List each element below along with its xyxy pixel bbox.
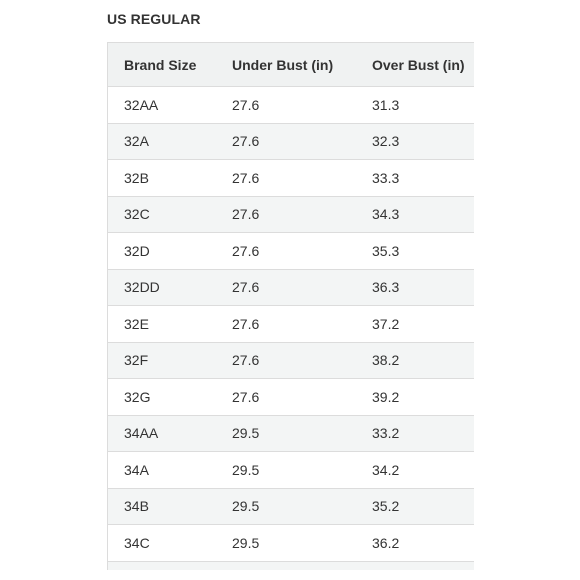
cell-over-bust: 34.3: [372, 206, 400, 223]
cell-under-bust: 29.5: [232, 461, 260, 478]
table-row: 34A 29.5 34.2: [108, 452, 474, 489]
cell-under-bust: 29.5: [232, 534, 260, 551]
size-chart-table: Brand Size Under Bust (in) Over Bust (in…: [107, 42, 474, 570]
header-brand-size: Brand Size: [124, 56, 197, 73]
table-row: 34C 29.5 36.2: [108, 525, 474, 562]
table-row: 32B 27.6 33.3: [108, 160, 474, 197]
cell-brand-size: 34A: [124, 461, 149, 478]
cell-under-bust: 27.6: [232, 242, 260, 259]
cell-over-bust: 35.3: [372, 242, 400, 259]
cell-over-bust: 33.2: [372, 425, 400, 442]
cell-under-bust: 29.5: [232, 425, 260, 442]
cell-brand-size: 32E: [124, 315, 149, 332]
table-row: 32AA 27.6 31.3: [108, 87, 474, 124]
cell-brand-size: 32D: [124, 242, 150, 259]
table-row: 32C 27.6 34.3: [108, 196, 474, 233]
cell-brand-size: 32A: [124, 133, 149, 150]
cell-brand-size: 34C: [124, 534, 150, 551]
cell-brand-size: 32G: [124, 388, 151, 405]
cell-brand-size: 32DD: [124, 279, 160, 296]
table-row: 32F 27.6 38.2: [108, 342, 474, 379]
table-row: 34AA 29.5 33.2: [108, 415, 474, 452]
cell-brand-size: 32C: [124, 206, 150, 223]
cell-over-bust: 33.3: [372, 169, 400, 186]
cell-under-bust: 27.6: [232, 169, 260, 186]
table-header-row: Brand Size Under Bust (in) Over Bust (in…: [108, 43, 474, 87]
header-over-bust: Over Bust (in): [372, 56, 465, 73]
cell-brand-size: 32AA: [124, 96, 159, 113]
table-row: 32A 27.6 32.3: [108, 123, 474, 160]
cell-under-bust: 27.6: [232, 206, 260, 223]
cell-over-bust: 35.2: [372, 498, 400, 515]
table-row: 34B 29.5 35.2: [108, 488, 474, 525]
table-row: 32DD 27.6 36.3: [108, 269, 474, 306]
table-title: US REGULAR: [107, 11, 201, 27]
cell-over-bust: 39.2: [372, 388, 400, 405]
cell-brand-size: 34B: [124, 498, 149, 515]
cell-over-bust: 32.3: [372, 133, 400, 150]
cell-over-bust: 31.3: [372, 96, 400, 113]
cell-over-bust: 36.3: [372, 279, 400, 296]
cell-over-bust: 34.2: [372, 461, 400, 478]
table-row: 32D 27.6 35.3: [108, 233, 474, 270]
cell-brand-size: 32B: [124, 169, 149, 186]
cell-under-bust: 27.6: [232, 96, 260, 113]
cell-under-bust: 27.6: [232, 388, 260, 405]
cell-brand-size: 32F: [124, 352, 149, 369]
cell-over-bust: 38.2: [372, 352, 400, 369]
cell-under-bust: 27.6: [232, 279, 260, 296]
cell-over-bust: 36.2: [372, 534, 400, 551]
cell-brand-size: 34AA: [124, 425, 159, 442]
cell-under-bust: 27.6: [232, 133, 260, 150]
cell-under-bust: 27.6: [232, 315, 260, 332]
table-row: 32E 27.6 37.2: [108, 306, 474, 343]
table-row-partial: [108, 561, 474, 570]
cell-under-bust: 29.5: [232, 498, 260, 515]
table-row: 32G 27.6 39.2: [108, 379, 474, 416]
cell-under-bust: 27.6: [232, 352, 260, 369]
cell-over-bust: 37.2: [372, 315, 400, 332]
header-under-bust: Under Bust (in): [232, 56, 334, 73]
